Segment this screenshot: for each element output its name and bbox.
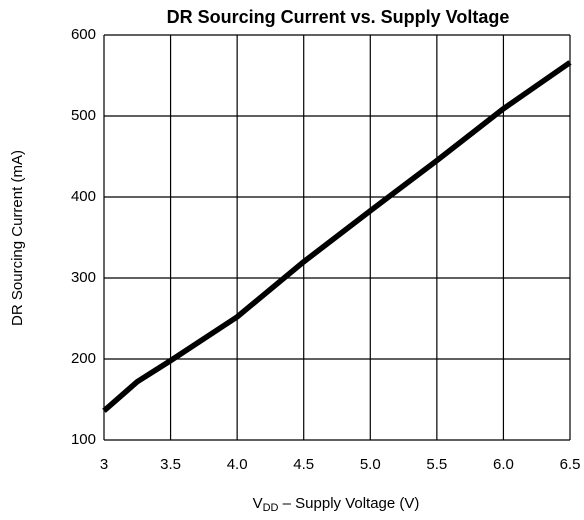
y-tick-label: 300 <box>71 269 96 286</box>
x-tick-label: 3.5 <box>160 456 181 473</box>
data-line <box>102 60 572 413</box>
y-tick-label: 200 <box>71 350 96 367</box>
y-tick-label: 400 <box>71 188 96 205</box>
x-tick-label: 6.5 <box>560 456 581 473</box>
y-tick-label: 100 <box>71 431 96 448</box>
x-tick-label: 5.5 <box>426 456 447 473</box>
y-axis-label: DR Sourcing Current (mA) <box>9 150 26 326</box>
x-label-rest: – Supply Voltage (V) <box>278 495 419 512</box>
x-tick-label: 6.0 <box>493 456 514 473</box>
x-axis-label: VDD – Supply Voltage (V) <box>253 495 420 514</box>
y-tick-label: 500 <box>71 107 96 124</box>
x-label-main: V <box>253 495 263 512</box>
x-tick-label: 5.0 <box>360 456 381 473</box>
x-label-sub: DD <box>263 502 279 514</box>
x-tick-label: 3 <box>100 456 108 473</box>
x-tick-label: 4.0 <box>227 456 248 473</box>
x-tick-label: 4.5 <box>293 456 314 473</box>
y-tick-label: 600 <box>71 26 96 43</box>
chart-title: DR Sourcing Current vs. Supply Voltage <box>167 7 510 27</box>
